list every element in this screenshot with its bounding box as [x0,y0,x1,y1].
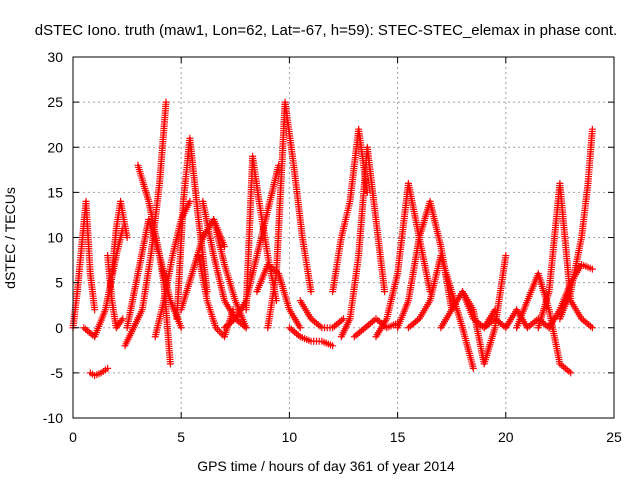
data-point [217,329,225,337]
y-tick-label: 0 [55,320,63,336]
y-tick-label: 25 [47,94,63,110]
data-point [123,234,131,241]
y-axis-label: dSTEC / TECUs [2,187,18,289]
y-tick-label: 5 [55,275,63,291]
data-point [104,364,112,372]
data-point [469,364,477,372]
x-tick-label: 25 [606,429,622,445]
y-tick-label: 10 [47,230,63,246]
data-point [215,327,223,335]
data-point [588,265,596,273]
data-point [166,360,174,368]
data-point [567,369,575,377]
data-point [588,125,596,133]
y-tick-label: -5 [51,365,64,381]
data-point [502,252,510,260]
data-point [381,288,389,296]
x-axis-ticks: 0 5 10 15 20 25 [69,57,622,445]
y-tick-label: -10 [43,410,63,426]
data-point [220,243,228,251]
data-point [340,315,347,323]
y-tick-label: 20 [47,139,63,155]
x-tick-label: 20 [498,429,514,445]
data-point [242,324,250,332]
data-point [296,324,304,332]
data-point [363,188,371,196]
data-points [69,98,596,380]
y-tick-label: 30 [47,49,63,65]
x-tick-label: 10 [282,429,298,445]
data-point [329,342,337,350]
data-point [307,288,315,296]
data-point [119,315,127,323]
chart-title: dSTEC Iono. truth (maw1, Lon=62, Lat=-67… [35,22,617,39]
x-axis-label: GPS time / hours of day 361 of year 2014 [197,458,455,474]
data-point [588,324,596,332]
data-point [91,306,99,314]
y-tick-label: 15 [47,184,63,200]
x-tick-label: 15 [390,429,406,445]
data-point [186,197,194,205]
data-point [177,324,185,332]
x-tick-label: 5 [177,429,185,445]
data-point [162,98,170,106]
y-axis-ticks: -10 -5 0 5 10 15 20 25 30 [43,49,614,426]
x-tick-label: 0 [69,429,77,445]
